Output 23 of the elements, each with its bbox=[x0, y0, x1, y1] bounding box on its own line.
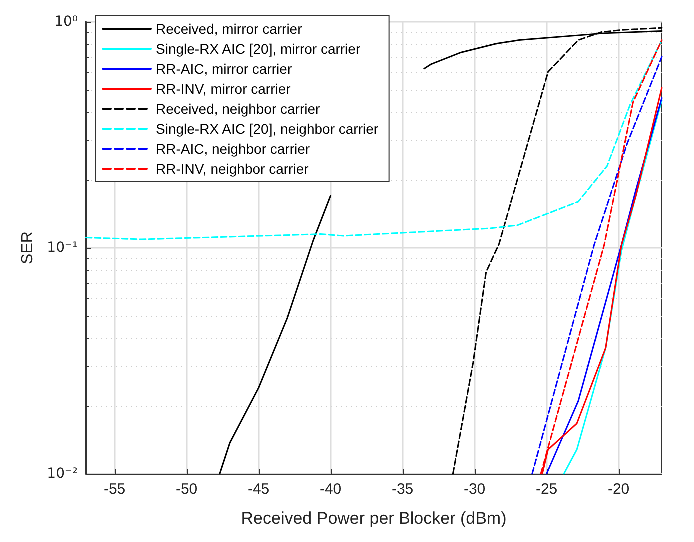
legend-label: RR-AIC, neighbor carrier bbox=[156, 141, 310, 157]
x-axis-title: Received Power per Blocker (dBm) bbox=[241, 509, 507, 528]
x-tick-label: -25 bbox=[536, 481, 558, 498]
legend-label: Single-RX AIC [20], neighbor carrier bbox=[156, 121, 379, 137]
x-tick-label: -55 bbox=[104, 481, 126, 498]
y-axis-title: SER bbox=[20, 232, 36, 264]
x-tick-label: -40 bbox=[320, 481, 342, 498]
x-tick-label: -35 bbox=[392, 481, 414, 498]
line-series bbox=[563, 100, 663, 475]
legend-label: RR-AIC, mirror carrier bbox=[156, 61, 292, 77]
y-tick-label: 10⁰ bbox=[54, 14, 78, 30]
legend-label: RR-INV, mirror carrier bbox=[156, 81, 292, 97]
y-tick-label: 10⁻² bbox=[47, 466, 78, 482]
legend-label: Received, mirror carrier bbox=[156, 21, 303, 37]
x-tick-label: -20 bbox=[608, 481, 630, 498]
y-tick-label: 10⁻¹ bbox=[47, 240, 78, 256]
line-series bbox=[85, 40, 663, 240]
legend-label: RR-INV, neighbor carrier bbox=[156, 161, 310, 177]
x-tick-label: -50 bbox=[176, 481, 198, 498]
x-tick-label: -30 bbox=[464, 481, 486, 498]
legend-label: Single-RX AIC [20], mirror carrier bbox=[156, 41, 361, 57]
x-tick-label: -45 bbox=[248, 481, 270, 498]
legend-label: Received, neighbor carrier bbox=[156, 101, 321, 117]
